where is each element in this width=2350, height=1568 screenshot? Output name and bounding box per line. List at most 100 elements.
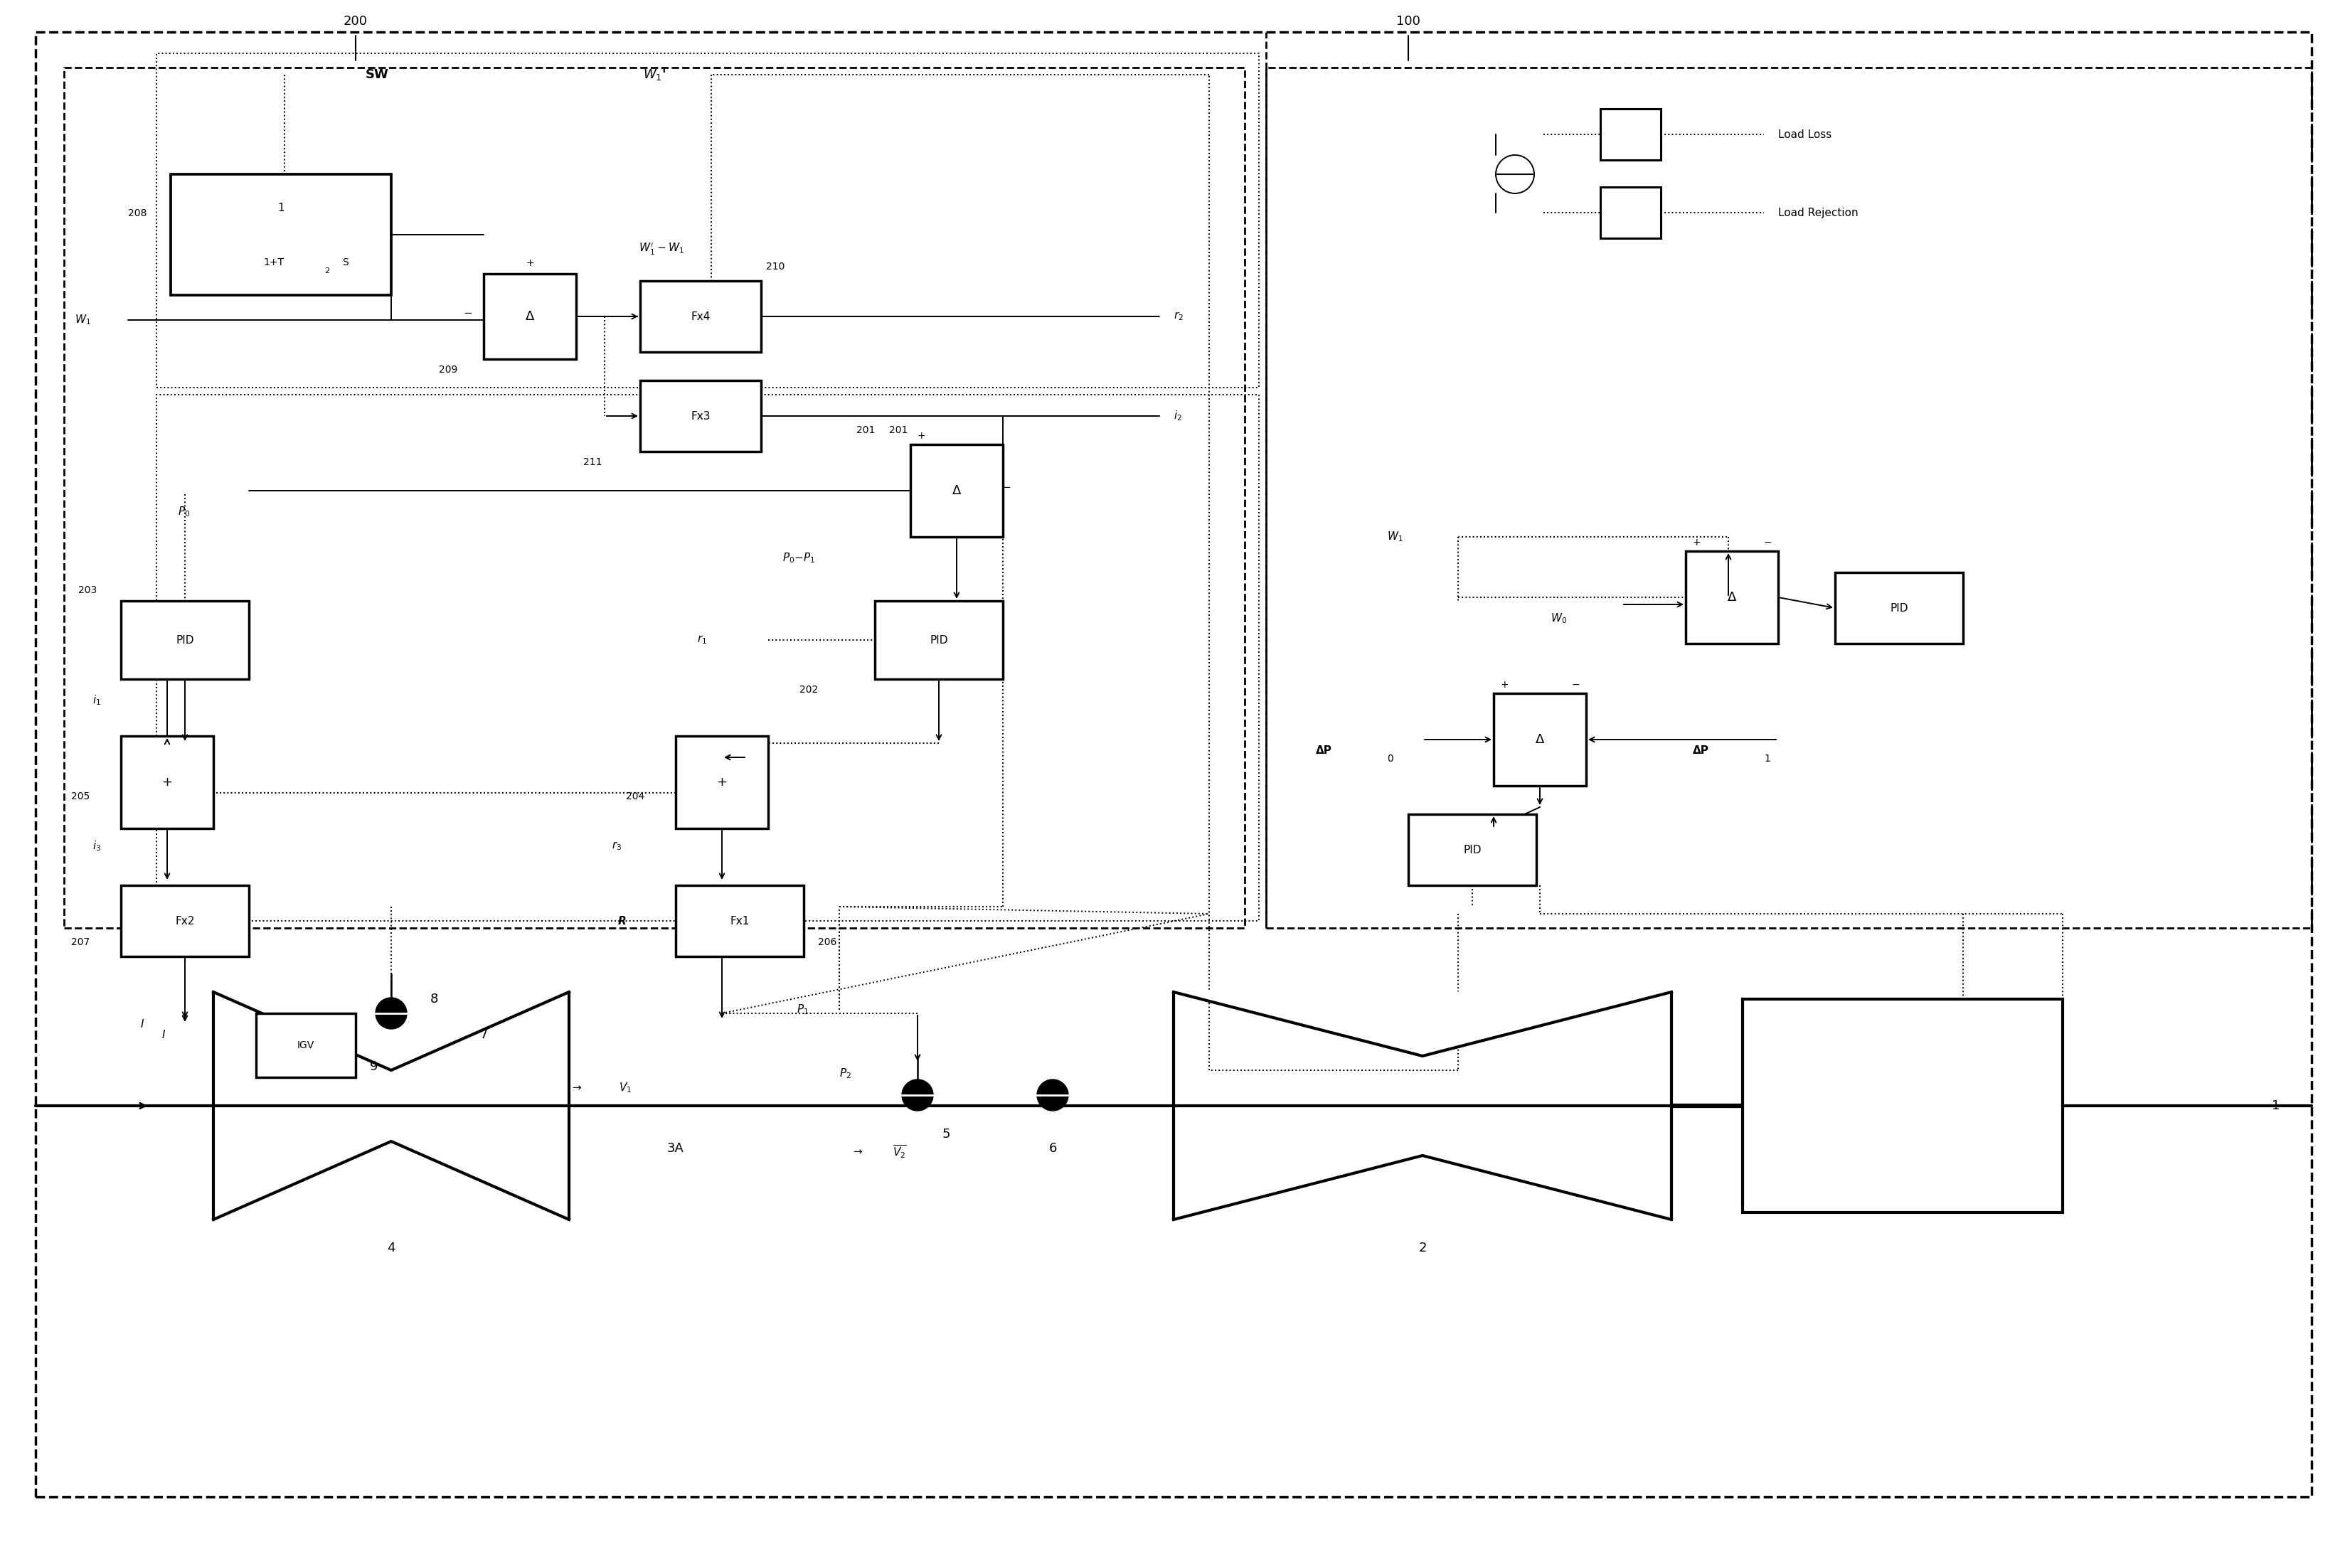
Text: 1: 1 (2272, 1099, 2280, 1112)
Text: 9: 9 (369, 1060, 378, 1073)
FancyBboxPatch shape (1685, 550, 1779, 643)
Text: +: + (526, 259, 533, 268)
Text: 202: 202 (799, 685, 818, 695)
Text: 3A: 3A (667, 1142, 684, 1156)
Text: 209: 209 (439, 365, 458, 375)
Text: $P_0$$-P_1$: $P_0$$-P_1$ (783, 552, 815, 564)
Text: PID: PID (176, 635, 195, 646)
FancyBboxPatch shape (1835, 572, 1962, 643)
FancyBboxPatch shape (172, 174, 390, 295)
Text: 204: 204 (625, 792, 644, 801)
Polygon shape (1173, 993, 1671, 1055)
Text: 2: 2 (324, 268, 329, 274)
Polygon shape (1173, 1156, 1671, 1220)
Text: $P_2$: $P_2$ (839, 1068, 851, 1080)
Text: Fx4: Fx4 (691, 310, 710, 321)
Text: 205: 205 (70, 792, 89, 801)
Text: $r_1$: $r_1$ (698, 633, 707, 646)
FancyBboxPatch shape (677, 735, 768, 828)
Text: 7: 7 (479, 1029, 489, 1041)
Circle shape (902, 1079, 933, 1110)
Text: $W_1$: $W_1$ (75, 314, 92, 326)
Text: 6: 6 (1048, 1142, 1058, 1156)
Text: R: R (618, 916, 625, 927)
FancyBboxPatch shape (677, 886, 804, 956)
FancyBboxPatch shape (1600, 187, 1661, 238)
Circle shape (1036, 1079, 1069, 1110)
Text: →: → (571, 1082, 580, 1093)
Polygon shape (214, 1142, 569, 1220)
FancyBboxPatch shape (1600, 108, 1661, 160)
Text: $W_1$': $W_1$' (644, 67, 665, 82)
FancyBboxPatch shape (256, 1013, 355, 1077)
Text: 8: 8 (430, 993, 437, 1005)
Text: Load Rejection: Load Rejection (1779, 207, 1859, 218)
Circle shape (376, 997, 407, 1029)
Text: Δ: Δ (952, 485, 961, 497)
FancyBboxPatch shape (120, 735, 214, 828)
Text: 100: 100 (1396, 16, 1419, 28)
FancyBboxPatch shape (639, 281, 761, 351)
Text: −: − (463, 307, 472, 318)
Text: 0: 0 (1386, 754, 1394, 764)
Text: 201: 201 (855, 425, 874, 436)
Polygon shape (214, 993, 569, 1071)
Text: $W_0$: $W_0$ (1551, 612, 1567, 626)
FancyBboxPatch shape (874, 601, 1003, 679)
FancyBboxPatch shape (120, 886, 249, 956)
Text: +: + (1499, 681, 1509, 690)
Text: Δ: Δ (526, 310, 533, 323)
FancyBboxPatch shape (1495, 693, 1586, 786)
Text: $P_1$: $P_1$ (797, 1004, 808, 1016)
FancyBboxPatch shape (1744, 999, 2063, 1212)
FancyBboxPatch shape (484, 274, 576, 359)
Text: S: S (341, 257, 348, 268)
Text: −: − (1001, 481, 1011, 492)
Text: SW: SW (364, 69, 388, 82)
FancyBboxPatch shape (909, 444, 1003, 536)
Text: PID: PID (1464, 845, 1480, 855)
Text: 201: 201 (888, 425, 907, 436)
Text: 1: 1 (1765, 754, 1770, 764)
Text: Load Loss: Load Loss (1779, 129, 1831, 140)
Text: 207: 207 (70, 938, 89, 947)
Text: $\overline{V_2}$: $\overline{V_2}$ (893, 1145, 907, 1160)
FancyBboxPatch shape (1408, 814, 1537, 886)
Text: PID: PID (1889, 602, 1908, 613)
Text: 208: 208 (127, 209, 146, 218)
FancyBboxPatch shape (120, 601, 249, 679)
Text: $i_1$: $i_1$ (92, 693, 101, 707)
Text: ΔP: ΔP (1692, 745, 1708, 756)
Text: Fx3: Fx3 (691, 411, 710, 422)
Text: $W_1$: $W_1$ (1386, 530, 1403, 544)
Text: $r_2$: $r_2$ (1173, 310, 1184, 323)
Text: →: → (853, 1146, 862, 1157)
Text: PID: PID (931, 635, 947, 646)
Text: Δ: Δ (1535, 734, 1544, 746)
Text: −: − (1762, 538, 1772, 547)
Text: $P_0$: $P_0$ (179, 505, 190, 519)
Text: $i_3$: $i_3$ (92, 839, 101, 853)
Text: +: + (717, 776, 726, 789)
Text: I: I (141, 1019, 143, 1029)
Text: $V_1$: $V_1$ (618, 1082, 632, 1094)
Text: ΔP: ΔP (1316, 745, 1332, 756)
Text: $r_3$: $r_3$ (611, 840, 623, 851)
FancyBboxPatch shape (639, 381, 761, 452)
Text: +: + (162, 776, 172, 789)
Text: 4: 4 (388, 1242, 395, 1254)
Text: I: I (162, 1029, 165, 1040)
Text: 1: 1 (277, 202, 284, 213)
Text: +: + (916, 431, 926, 441)
Text: Fx2: Fx2 (176, 916, 195, 927)
Text: −: − (1572, 681, 1579, 690)
Text: Fx1: Fx1 (731, 916, 750, 927)
Text: 206: 206 (818, 938, 837, 947)
Text: IGV: IGV (296, 1040, 315, 1051)
Text: +: + (1692, 538, 1701, 547)
Text: Δ: Δ (1727, 591, 1737, 604)
Text: $i_2$: $i_2$ (1173, 409, 1182, 423)
Text: $W_1'-W_1$: $W_1'-W_1$ (639, 241, 684, 257)
Text: 2: 2 (1419, 1242, 1426, 1254)
Text: 5: 5 (942, 1127, 949, 1140)
